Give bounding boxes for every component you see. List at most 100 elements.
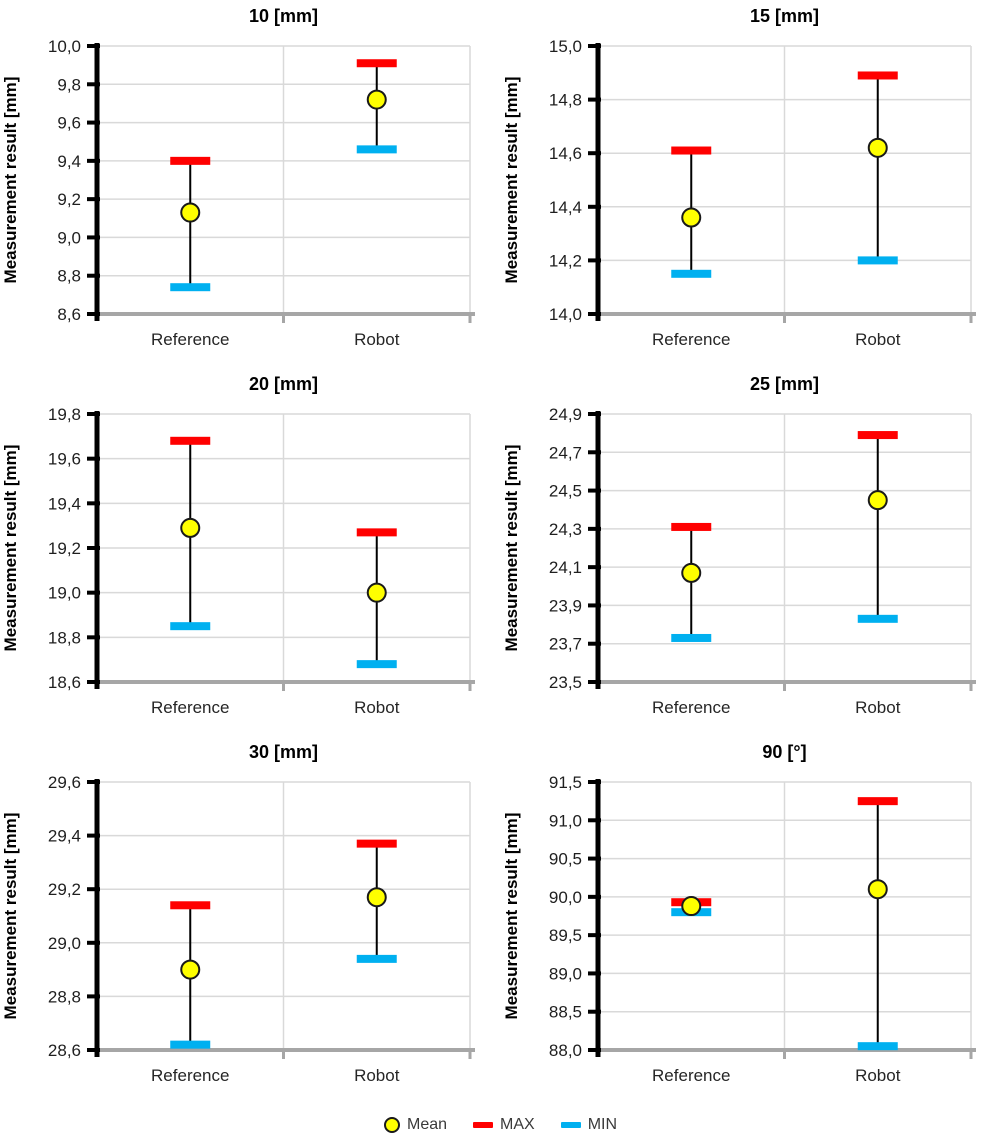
chart-panel-3: 18,6 18,8 19,0 19,2 19,4 19,6 19,8 20 [mm] Measu…: [0, 368, 500, 736]
y-tick-label: 19,4: [48, 494, 81, 513]
x-category-label: Robot: [855, 1066, 901, 1085]
mean-marker: [366, 89, 387, 110]
y-tick-label: 19,0: [48, 584, 81, 603]
chart-legend: Mean MAX MIN: [0, 1104, 1001, 1146]
legend-label: MIN: [587, 1116, 618, 1133]
min-marker: [671, 633, 712, 642]
x-category-label: Reference: [652, 698, 730, 717]
x-category-label: Reference: [151, 330, 229, 349]
y-tick-label: 90,5: [549, 850, 582, 869]
max-marker: [857, 797, 898, 806]
mean-marker: [180, 517, 201, 538]
mean-marker: [681, 896, 702, 917]
chart-panel-1: 8,6 8,8 9,0 9,2 9,4 9,6 9,8 10,0 10 [mm] Measurem…: [0, 0, 500, 368]
y-tick-label: 23,7: [549, 635, 582, 654]
chart-panel-4: 23,5 23,7 23,9 24,1 24,3 24,5 24,7 24,9 25 [mm] M…: [501, 368, 1001, 736]
y-tick-label: 19,8: [48, 405, 81, 424]
chart-title: 25 [mm]: [750, 374, 819, 394]
y-tick-label: 88,5: [549, 1003, 582, 1022]
min-marker: [170, 1040, 211, 1049]
chart-title: 15 [mm]: [750, 6, 819, 26]
min-marker: [170, 622, 211, 631]
max-marker: [356, 528, 397, 537]
chart-panel-6: 88,0 88,5 89,0 89,5 90,0 90,5 91,0 91,5 90 [°] Me…: [501, 736, 1001, 1104]
y-tick-label: 14,2: [549, 251, 582, 270]
y-tick-label: 24,9: [549, 405, 582, 424]
chart-panel-2: 14,0 14,2 14,4 14,6 14,8 15,0 15 [mm] Measureme…: [501, 0, 1001, 368]
max-marker: [170, 901, 211, 910]
min-marker: [857, 1042, 898, 1051]
x-category-label: Robot: [354, 1066, 400, 1085]
y-tick-label: 9,6: [57, 114, 81, 133]
chart-title: 20 [mm]: [249, 374, 318, 394]
y-tick-label: 90,0: [549, 888, 582, 907]
max-marker: [170, 156, 211, 165]
mean-marker: [867, 879, 888, 900]
min-marker: [356, 954, 397, 963]
y-tick-label: 8,6: [57, 305, 81, 324]
mean-marker: [366, 582, 387, 603]
y-tick-label: 24,1: [549, 558, 582, 577]
y-tick-label: 29,2: [48, 880, 81, 899]
y-tick-label: 24,7: [549, 443, 582, 462]
y-tick-label: 91,5: [549, 773, 582, 792]
legend-item-max: MAX: [473, 1116, 535, 1134]
y-tick-label: 23,9: [549, 596, 582, 615]
y-tick-label: 24,3: [549, 520, 582, 539]
y-tick-label: 28,8: [48, 987, 81, 1006]
y-tick-label: 14,0: [549, 305, 582, 324]
x-category-label: Robot: [855, 698, 901, 717]
legend-item-min: MIN: [560, 1116, 618, 1134]
mean-marker: [180, 202, 201, 223]
mean-circle-icon: [383, 1117, 400, 1133]
y-tick-label: 89,5: [549, 926, 582, 945]
y-tick-label: 9,0: [57, 228, 81, 247]
min-marker: [356, 145, 397, 154]
y-tick-label: 29,0: [48, 934, 81, 953]
chart-canvas: 23,5 23,7 23,9 24,1 24,3 24,5 24,7 24,9 25 [mm] M…: [502, 374, 976, 717]
y-axis-title: Measurement result [mm]: [502, 813, 521, 1020]
chart-canvas: 18,6 18,8 19,0 19,2 19,4 19,6 19,8 20 [mm] Measu…: [1, 374, 475, 717]
min-marker: [170, 283, 211, 292]
y-tick-label: 23,5: [549, 673, 582, 692]
y-tick-label: 19,2: [48, 539, 81, 558]
y-tick-label: 9,8: [57, 75, 81, 94]
y-tick-label: 89,0: [549, 964, 582, 983]
chart-title: 90 [°]: [762, 742, 806, 762]
mean-marker: [681, 207, 702, 228]
mean-marker: [867, 137, 888, 158]
max-marker: [671, 522, 712, 531]
y-tick-label: 88,0: [549, 1041, 582, 1060]
y-tick-label: 14,8: [549, 91, 582, 110]
mean-marker: [867, 490, 888, 511]
y-tick-label: 29,6: [48, 773, 81, 792]
min-marker: [671, 269, 712, 278]
min-marker: [356, 660, 397, 669]
y-tick-label: 18,6: [48, 673, 81, 692]
min-marker: [857, 614, 898, 623]
max-marker: [170, 436, 211, 445]
x-category-label: Reference: [652, 1066, 730, 1085]
max-marker: [356, 839, 397, 848]
mean-marker: [366, 887, 387, 908]
max-dash-icon: [473, 1122, 494, 1128]
y-tick-label: 9,2: [57, 190, 81, 209]
chart-canvas: 88,0 88,5 89,0 89,5 90,0 90,5 91,0 91,5 90 [°] Me…: [502, 742, 976, 1085]
x-category-label: Reference: [652, 330, 730, 349]
max-marker: [857, 71, 898, 80]
min-marker: [857, 256, 898, 265]
chart-canvas: 8,6 8,8 9,0 9,2 9,4 9,6 9,8 10,0 10 [mm] Measurem…: [1, 6, 475, 349]
chart-canvas: 28,6 28,8 29,0 29,2 29,4 29,6 30 [mm] Measureme…: [1, 742, 475, 1085]
y-tick-label: 8,8: [57, 267, 81, 286]
max-marker: [356, 59, 397, 68]
x-category-label: Robot: [354, 330, 400, 349]
legend-label: MAX: [500, 1116, 535, 1133]
y-tick-label: 28,6: [48, 1041, 81, 1060]
x-category-label: Reference: [151, 1066, 229, 1085]
y-axis-title: Measurement result [mm]: [1, 445, 20, 652]
x-category-label: Robot: [855, 330, 901, 349]
max-marker: [857, 431, 898, 440]
y-axis-title: Measurement result [mm]: [502, 445, 521, 652]
max-marker: [671, 146, 712, 155]
